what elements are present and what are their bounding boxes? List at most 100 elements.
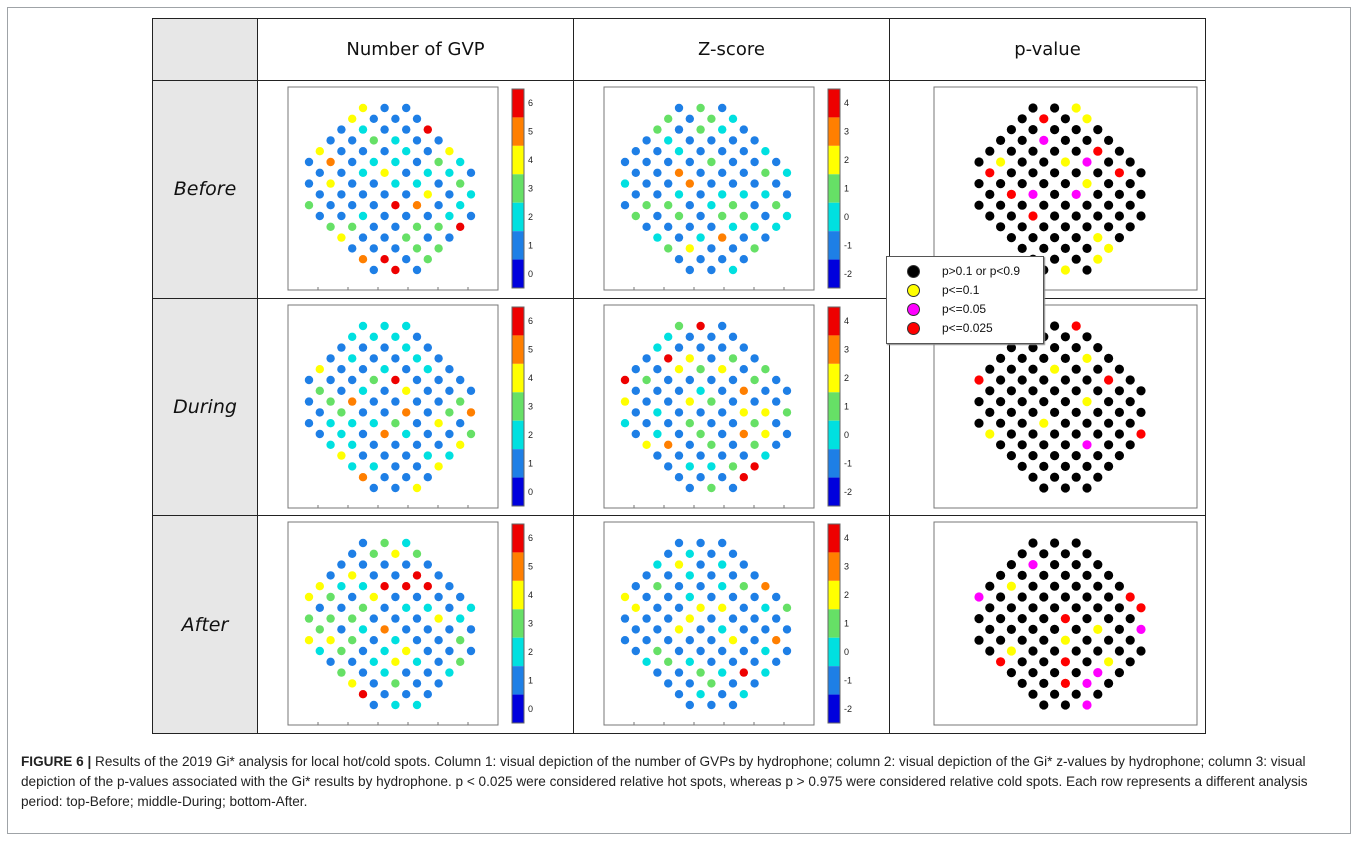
hydrophone-dot	[380, 625, 389, 634]
hydrophone-dot	[620, 179, 630, 188]
hydrophone-dot	[772, 201, 781, 210]
hydrophone-dot	[1125, 375, 1135, 385]
hydrophone-dot	[304, 375, 314, 384]
hydrophone-dot	[631, 429, 640, 438]
hydrophone-dot	[369, 461, 378, 471]
colorbar-tick-label: 6	[528, 98, 533, 108]
hydrophone-dot	[642, 418, 651, 428]
p-map-plot	[933, 521, 1198, 726]
hydrophone-dot	[412, 157, 422, 167]
hydrophone-dot	[326, 353, 335, 363]
hydrophone-dot	[1006, 450, 1016, 460]
hydrophone-dot	[718, 560, 727, 570]
hydrophone-dot	[664, 332, 673, 341]
hydrophone-dot	[985, 189, 995, 200]
hydrophone-dot	[653, 582, 662, 591]
hydrophone-dot	[772, 440, 781, 449]
hydrophone-dot	[434, 222, 443, 232]
hydrophone-dot	[434, 179, 443, 188]
hydrophone-dot	[674, 321, 684, 330]
hydrophone-dot	[1125, 657, 1135, 667]
hydrophone-dot	[466, 647, 476, 656]
hydrophone-dot	[1050, 168, 1060, 178]
hydrophone-dot	[358, 407, 368, 417]
hydrophone-dot	[696, 625, 705, 634]
hydrophone-dot	[1060, 114, 1070, 124]
hydrophone-dot	[985, 603, 995, 613]
hydrophone-dot	[996, 353, 1006, 363]
hydrophone-dot	[739, 211, 748, 221]
hydrophone-dot	[728, 418, 738, 428]
colorbar-tick-label: 3	[844, 344, 849, 354]
hydrophone-dot	[423, 625, 432, 634]
hydrophone-dot	[423, 233, 432, 242]
hydrophone-dot	[974, 179, 984, 189]
hydrophone-dot	[1039, 375, 1049, 385]
hydrophone-dot	[380, 429, 389, 438]
hydrophone-dot	[1093, 603, 1103, 613]
hydrophone-dot	[1093, 472, 1103, 482]
hydrophone-dot	[380, 103, 389, 113]
hydrophone-dot	[631, 582, 640, 591]
hydrophone-dot	[1028, 472, 1038, 482]
hydrophone-dot	[718, 343, 727, 352]
colorbar-segment	[828, 117, 840, 147]
hydrophone-dot	[974, 375, 984, 385]
hydrophone-dot	[1039, 135, 1049, 146]
hydrophone-dot	[985, 385, 995, 396]
colorbar-tick-label: 5	[528, 562, 533, 572]
hydrophone-dot	[1114, 450, 1124, 460]
hydrophone-dot	[1114, 625, 1124, 635]
hydrophone-dot	[985, 646, 995, 656]
hydrophone-dot	[653, 647, 662, 656]
hydrophone-dot	[739, 386, 748, 395]
hydrophone-dot	[696, 321, 705, 330]
hydrophone-dot	[772, 222, 781, 232]
hydrophone-dot	[1082, 592, 1092, 602]
legend-item: p<=0.1	[887, 281, 979, 299]
hydrophone-dot	[974, 614, 984, 624]
hydrophone-dot	[412, 244, 422, 253]
hydrophone-dot	[348, 222, 357, 232]
colorbar-tick-label: 2	[844, 373, 849, 383]
hydrophone-dot	[1082, 461, 1092, 471]
hydrophone-dot	[707, 332, 716, 341]
hydrophone-dot	[337, 190, 346, 199]
hydrophone-dot	[728, 701, 738, 710]
hydrophone-dot	[1006, 560, 1016, 570]
hydrophone-dot	[1082, 200, 1092, 210]
hydrophone-dot	[685, 571, 694, 580]
hydrophone-dot	[315, 429, 324, 438]
hydrophone-dot	[391, 353, 400, 363]
hydrophone-dot	[685, 636, 694, 645]
hydrophone-dot	[337, 560, 346, 570]
hydrophone-dot	[750, 244, 759, 253]
hydrophone-dot	[456, 397, 465, 406]
hydrophone-dot	[1125, 157, 1135, 167]
hydrophone-dot	[412, 136, 422, 145]
hydrophone-dot	[739, 364, 748, 374]
hydrophone-dot	[369, 657, 378, 667]
hydrophone-dot	[358, 690, 368, 699]
hydrophone-dot	[750, 571, 759, 580]
hydrophone-dot	[1071, 189, 1081, 200]
hydrophone-dot	[434, 353, 443, 363]
hydrophone-dot	[402, 125, 411, 134]
hydrophone-dot	[696, 255, 705, 264]
hydrophone-dot	[1006, 211, 1016, 221]
colorbar-tick-label: 0	[528, 487, 533, 497]
hydrophone-dot	[423, 429, 432, 438]
hydrophone-dot	[1136, 429, 1146, 439]
gvp-map-plot: 6 5 4 3 2 1 0	[287, 304, 533, 509]
hydrophone-dot	[466, 386, 476, 395]
hydrophone-dot	[1006, 342, 1016, 352]
hydrophone-dot	[772, 157, 781, 167]
colorbar-tick-label: 4	[528, 373, 533, 383]
hydrophone-dot	[739, 343, 748, 352]
hydrophone-dot	[1071, 581, 1081, 592]
map-zscore-during: 4 3 2 1 0 -1 -2	[573, 297, 890, 517]
hydrophone-dot	[1017, 679, 1027, 689]
hydrophone-dot	[750, 157, 759, 167]
hydrophone-dot	[653, 386, 662, 395]
hydrophone-dot	[1082, 439, 1092, 450]
